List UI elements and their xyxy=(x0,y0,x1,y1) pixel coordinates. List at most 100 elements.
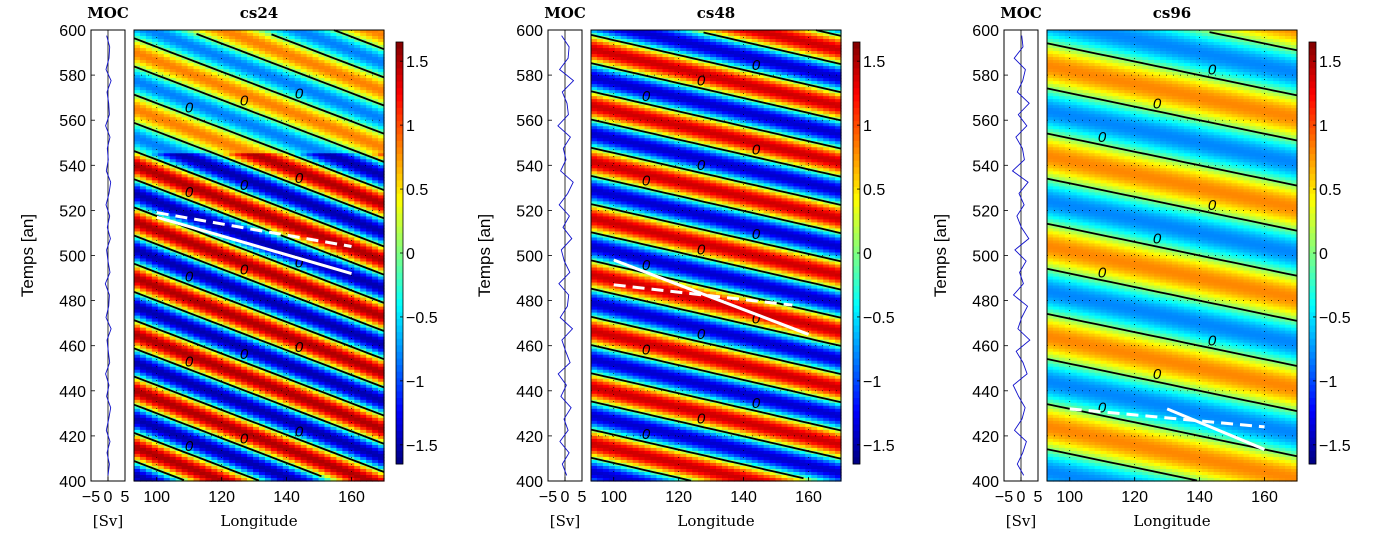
heatmap-cell xyxy=(366,150,373,154)
heatmap-cell xyxy=(294,132,302,136)
heatmap-cell xyxy=(163,51,171,55)
heatmap-cell xyxy=(324,33,332,37)
heatmap-cell xyxy=(288,45,296,49)
heatmap-cell xyxy=(378,135,385,139)
heatmap-cell xyxy=(354,69,361,73)
heatmap-cell xyxy=(241,156,248,160)
heatmap-cell xyxy=(259,153,266,157)
heatmap-cell xyxy=(163,42,171,46)
heatmap-cell xyxy=(282,105,290,109)
heatmap-cell xyxy=(163,141,171,145)
heatmap-cell xyxy=(181,54,189,58)
heatmap-cell xyxy=(134,48,141,52)
heatmap-cell xyxy=(169,96,177,100)
heatmap-cell xyxy=(253,78,260,82)
heatmap-cell xyxy=(253,99,260,103)
heatmap-cell xyxy=(306,99,314,103)
heatmap-cell xyxy=(169,117,177,121)
heatmap-cell xyxy=(157,90,165,94)
heatmap-cell xyxy=(187,81,195,85)
heatmap-cell xyxy=(294,57,302,61)
heatmap-cell xyxy=(366,57,373,61)
heatmap-cell xyxy=(134,108,141,112)
heatmap-cell xyxy=(217,81,224,85)
heatmap-cell xyxy=(330,111,337,115)
heatmap-cell xyxy=(175,45,183,49)
heatmap-cell xyxy=(175,144,183,148)
heatmap-cell xyxy=(259,138,266,142)
heatmap-cell xyxy=(264,126,272,130)
heatmap-cell xyxy=(282,153,290,157)
heatmap-cell xyxy=(205,147,212,151)
heatmap-cell xyxy=(282,126,290,130)
heatmap-cell xyxy=(157,57,165,61)
heatmap-cell xyxy=(270,159,278,163)
heatmap-cell xyxy=(223,63,230,67)
heatmap-cell xyxy=(324,99,332,103)
heatmap-cell xyxy=(205,48,212,52)
heatmap-cell xyxy=(312,90,320,94)
heatmap-cell xyxy=(169,132,177,136)
heatmap-cell xyxy=(145,147,153,151)
heatmap-cell xyxy=(205,54,212,58)
heatmap-cell xyxy=(270,39,278,43)
heatmap-cell xyxy=(259,132,266,136)
heatmap-cell xyxy=(330,132,337,136)
heatmap-cell xyxy=(235,120,242,124)
heatmap-cell xyxy=(223,81,230,85)
heatmap-cell xyxy=(366,48,373,52)
heatmap-cell xyxy=(181,156,189,160)
heatmap-cell xyxy=(318,66,326,70)
heatmap-cell xyxy=(300,39,308,43)
heatmap-cell xyxy=(259,54,266,58)
heatmap-cell xyxy=(360,54,367,58)
heatmap-cell xyxy=(300,30,308,34)
heatmap-cell xyxy=(223,129,230,133)
heatmap-cell xyxy=(151,90,159,94)
heatmap-cell xyxy=(330,96,337,100)
heatmap-cell xyxy=(241,132,248,136)
heatmap-cell xyxy=(134,132,141,136)
heatmap-cell xyxy=(276,111,284,115)
heatmap-cell xyxy=(145,48,153,52)
moc-series-line xyxy=(104,35,112,476)
heatmap-cell xyxy=(187,84,195,88)
heatmap-cell xyxy=(270,36,278,40)
heatmap-cell xyxy=(223,144,230,148)
heatmap-cell xyxy=(318,150,326,154)
heatmap-cell xyxy=(318,42,326,46)
heatmap-cell xyxy=(151,75,159,79)
heatmap-cell xyxy=(139,93,147,97)
heatmap-cell xyxy=(157,162,165,166)
heatmap-cell xyxy=(181,93,189,97)
heatmap-cell xyxy=(259,30,266,34)
heatmap-cell xyxy=(300,141,308,145)
heatmap-cell xyxy=(134,78,141,82)
heatmap-cell xyxy=(336,108,343,112)
heatmap-cell xyxy=(187,99,195,103)
heatmap-cell xyxy=(372,66,379,70)
heatmap-cell xyxy=(217,30,224,34)
heatmap-cell xyxy=(199,75,207,79)
heatmap-cell xyxy=(336,39,343,43)
heatmap-cell xyxy=(145,72,153,76)
heatmap-cell xyxy=(294,153,302,157)
panel-cs24: MOC−5 0 5[Sv]40042044046048050052054056058… xyxy=(18,4,438,530)
heatmap-cell xyxy=(324,123,332,127)
heatmap-cell xyxy=(157,42,165,46)
heatmap-cell xyxy=(276,87,284,91)
heatmap-cell xyxy=(169,150,177,154)
heatmap-cell xyxy=(300,93,308,97)
heatmap-cell xyxy=(276,84,284,88)
heatmap-cell xyxy=(223,150,230,154)
heatmap-cell xyxy=(169,99,177,103)
heatmap-cell xyxy=(300,48,308,52)
heatmap-cell xyxy=(181,111,189,115)
ytick-label: 580 xyxy=(59,68,86,85)
heatmap-cell xyxy=(306,39,314,43)
heatmap-cell xyxy=(348,75,355,79)
heatmap-cell xyxy=(336,45,343,49)
heatmap-cell xyxy=(330,135,337,139)
heatmap-cell xyxy=(378,69,385,73)
heatmap-cell xyxy=(229,153,236,157)
